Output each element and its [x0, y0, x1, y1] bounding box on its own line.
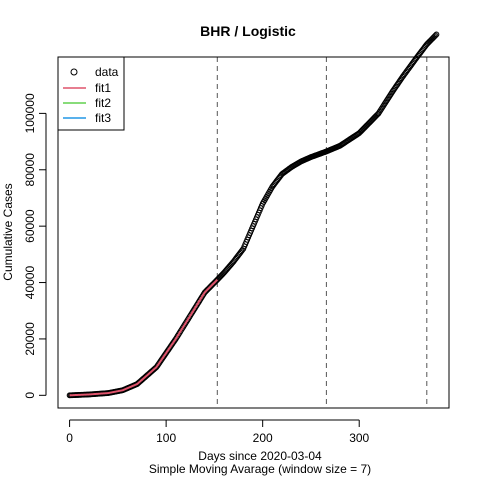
y-tick-label: 0 — [23, 392, 37, 399]
y-tick-label: 60000 — [23, 209, 37, 243]
fit1-line — [69, 279, 219, 397]
y-axis: 0 20000 40000 60000 80000 100000 — [23, 93, 47, 399]
plot-frame — [57, 56, 450, 409]
x-axis-label: Days since 2020-03-04 — [198, 449, 322, 463]
x-tick-label: 200 — [253, 431, 273, 445]
y-tick-label: 100000 — [23, 93, 37, 133]
x-tick-label: 300 — [349, 431, 369, 445]
y-tick-label: 20000 — [23, 322, 37, 356]
plot-area — [66, 31, 440, 408]
legend-label-data: data — [95, 65, 119, 79]
legend-label-fit1: fit1 — [95, 81, 111, 95]
x-tick-label: 0 — [66, 431, 73, 445]
chart-title: BHR / Logistic — [200, 23, 296, 39]
x-axis-sublabel: Simple Moving Avarage (window size = 7) — [149, 462, 371, 476]
legend-label-fit3: fit3 — [95, 111, 111, 125]
data-point — [433, 31, 440, 38]
x-tick-label: 100 — [156, 431, 176, 445]
legend-marker-data — [70, 68, 78, 76]
y-axis-label: Cumulative Cases — [1, 183, 15, 280]
legend-label-fit2: fit2 — [95, 96, 111, 110]
y-tick-label: 80000 — [23, 153, 37, 187]
data-point — [432, 32, 439, 39]
y-tick-label: 40000 — [23, 266, 37, 300]
x-axis: 0 100 200 300 — [66, 419, 370, 445]
legend: data fit1 fit2 fit3 — [57, 56, 125, 131]
